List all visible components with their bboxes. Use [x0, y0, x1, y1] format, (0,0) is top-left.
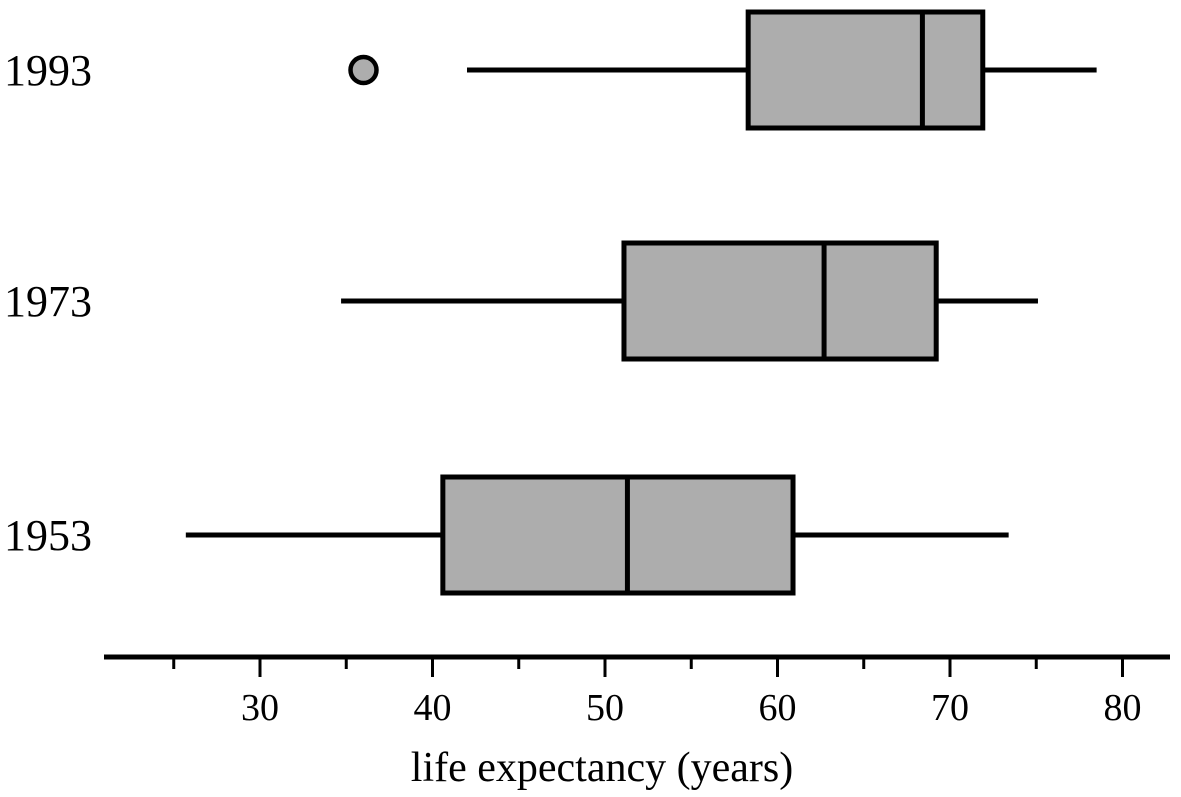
- box-group-1953: 1953: [4, 474, 1009, 596]
- tick-label-80: 80: [1104, 687, 1142, 729]
- x-axis-title: life expectancy (years): [411, 745, 793, 791]
- iqr-box-1973: [621, 240, 939, 362]
- outlier-point-1993-0: [348, 54, 379, 86]
- tick-label-60: 60: [759, 687, 797, 729]
- category-label-1993: 1993: [4, 46, 92, 95]
- tick-label-30: 30: [241, 687, 279, 729]
- tick-label-50: 50: [586, 687, 624, 729]
- boxes-layer: 1993 1973 1953: [4, 9, 1097, 596]
- box-group-1973: 1973: [4, 240, 1038, 362]
- iqr-box-1993: [745, 9, 986, 131]
- category-label-1973: 1973: [4, 277, 92, 326]
- box-group-1993: 1993: [4, 9, 1097, 131]
- tick-label-40: 40: [414, 687, 452, 729]
- tick-label-70: 70: [931, 687, 969, 729]
- category-label-1953: 1953: [4, 511, 92, 560]
- iqr-box-1953: [440, 474, 796, 596]
- x-axis: 30 40 50 60 70 80: [104, 654, 1170, 729]
